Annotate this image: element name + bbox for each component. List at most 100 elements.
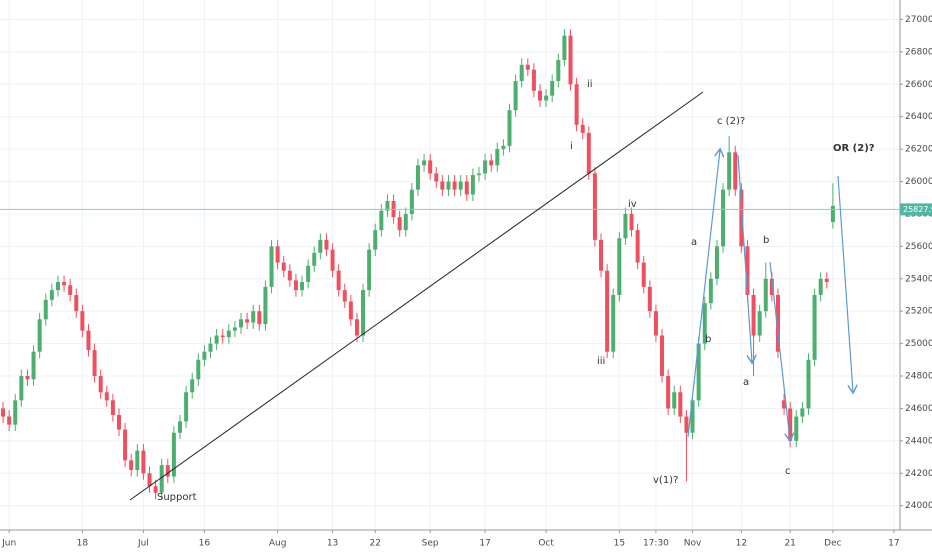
candle-body	[525, 64, 530, 70]
candle-body	[202, 351, 207, 360]
candle-body	[92, 350, 97, 377]
candle-body	[690, 400, 695, 433]
candle-body	[239, 319, 244, 328]
annotation: iv	[628, 199, 637, 210]
annotation: a	[743, 377, 749, 388]
candle-body	[300, 282, 305, 291]
candle-body	[287, 270, 292, 281]
candle-body	[422, 160, 427, 166]
candle-body	[599, 239, 604, 271]
y-tick-label: 27000.00	[905, 15, 932, 25]
candle-body	[757, 311, 762, 336]
candle-body	[190, 379, 195, 393]
candle-body	[1, 408, 6, 417]
candle-body	[464, 181, 469, 195]
candle-body	[55, 282, 60, 291]
candle-body	[159, 465, 164, 493]
candle-body	[672, 392, 677, 409]
candle-body	[31, 351, 36, 380]
trend-line	[129, 91, 704, 501]
candle-body	[129, 460, 134, 471]
candle-body	[653, 311, 658, 336]
candle-body	[184, 392, 189, 422]
candle-body	[434, 173, 439, 182]
candle-body	[489, 160, 494, 166]
candle-body	[116, 414, 121, 430]
candle-body	[483, 160, 488, 174]
candle-body	[123, 429, 128, 461]
candle-body	[580, 124, 585, 133]
candle-body	[513, 81, 518, 111]
y-tick-label: 26000.00	[905, 177, 932, 187]
annotation: c	[785, 466, 791, 477]
wave-arrows	[687, 150, 853, 440]
candle-body	[37, 319, 42, 352]
candle-body	[110, 400, 115, 415]
x-tick-label: 22	[370, 539, 381, 549]
candle-body	[458, 181, 463, 190]
candle-body	[592, 173, 597, 240]
candle-body	[550, 81, 555, 96]
candle-body	[824, 278, 829, 283]
candle-body	[141, 450, 146, 474]
x-tick-label: 16	[199, 539, 211, 549]
candle-body	[501, 145, 506, 150]
candle-body	[745, 246, 750, 295]
candle-body	[171, 432, 176, 477]
candle-body	[178, 421, 182, 433]
candle-body	[220, 335, 225, 338]
candle-body	[165, 465, 170, 477]
candle-body	[800, 408, 805, 417]
annotation: iii	[597, 356, 605, 367]
candle-body	[409, 189, 414, 214]
x-tick-label: 21	[784, 539, 795, 549]
candle-body	[544, 95, 549, 101]
candle-body	[769, 278, 774, 295]
candle-body	[98, 376, 103, 393]
candle-body	[306, 265, 311, 283]
candle-body	[818, 278, 823, 295]
annotation: i	[570, 141, 573, 152]
candle-body	[208, 343, 213, 352]
candle-body	[397, 217, 402, 231]
candle-body	[318, 239, 323, 253]
candle-body	[739, 189, 744, 247]
candle-body	[245, 319, 250, 323]
candle-body	[147, 473, 152, 487]
candle-body	[556, 59, 561, 82]
candle-body	[605, 270, 610, 352]
candle-body	[25, 376, 30, 380]
candle-body	[641, 262, 646, 287]
candle-body	[281, 262, 286, 271]
candle-body	[507, 110, 512, 146]
candle-body	[666, 376, 671, 409]
candle-body	[43, 299, 48, 320]
candle-body	[751, 294, 756, 336]
candle-body	[586, 132, 591, 174]
candle-body	[269, 246, 274, 287]
candle-body	[794, 416, 799, 441]
candle-body	[470, 175, 475, 195]
y-tick-label: 24600.00	[905, 404, 932, 414]
y-tick-label: 24400.00	[905, 436, 932, 446]
candle-body	[446, 181, 451, 190]
candle-body	[367, 249, 372, 291]
x-tick-label: Jun	[1, 539, 16, 549]
x-tick-label: 15	[614, 539, 625, 549]
candle-body	[74, 294, 79, 312]
annotation: Support	[157, 492, 197, 503]
candle-body	[727, 152, 732, 190]
candle-body	[330, 249, 335, 271]
candle-body	[812, 294, 817, 360]
y-tick-label: 26600.00	[905, 80, 932, 90]
candle-body	[348, 301, 353, 320]
candle-body	[312, 252, 317, 266]
last-price-box	[900, 203, 932, 216]
candle-body	[373, 230, 378, 250]
x-tick-label: 13	[327, 539, 338, 549]
annotation: v(1)?	[653, 475, 678, 486]
x-tick-label: Aug	[269, 539, 287, 549]
candle-body	[7, 416, 12, 425]
candle-body	[635, 230, 640, 263]
candle-body	[574, 84, 579, 125]
